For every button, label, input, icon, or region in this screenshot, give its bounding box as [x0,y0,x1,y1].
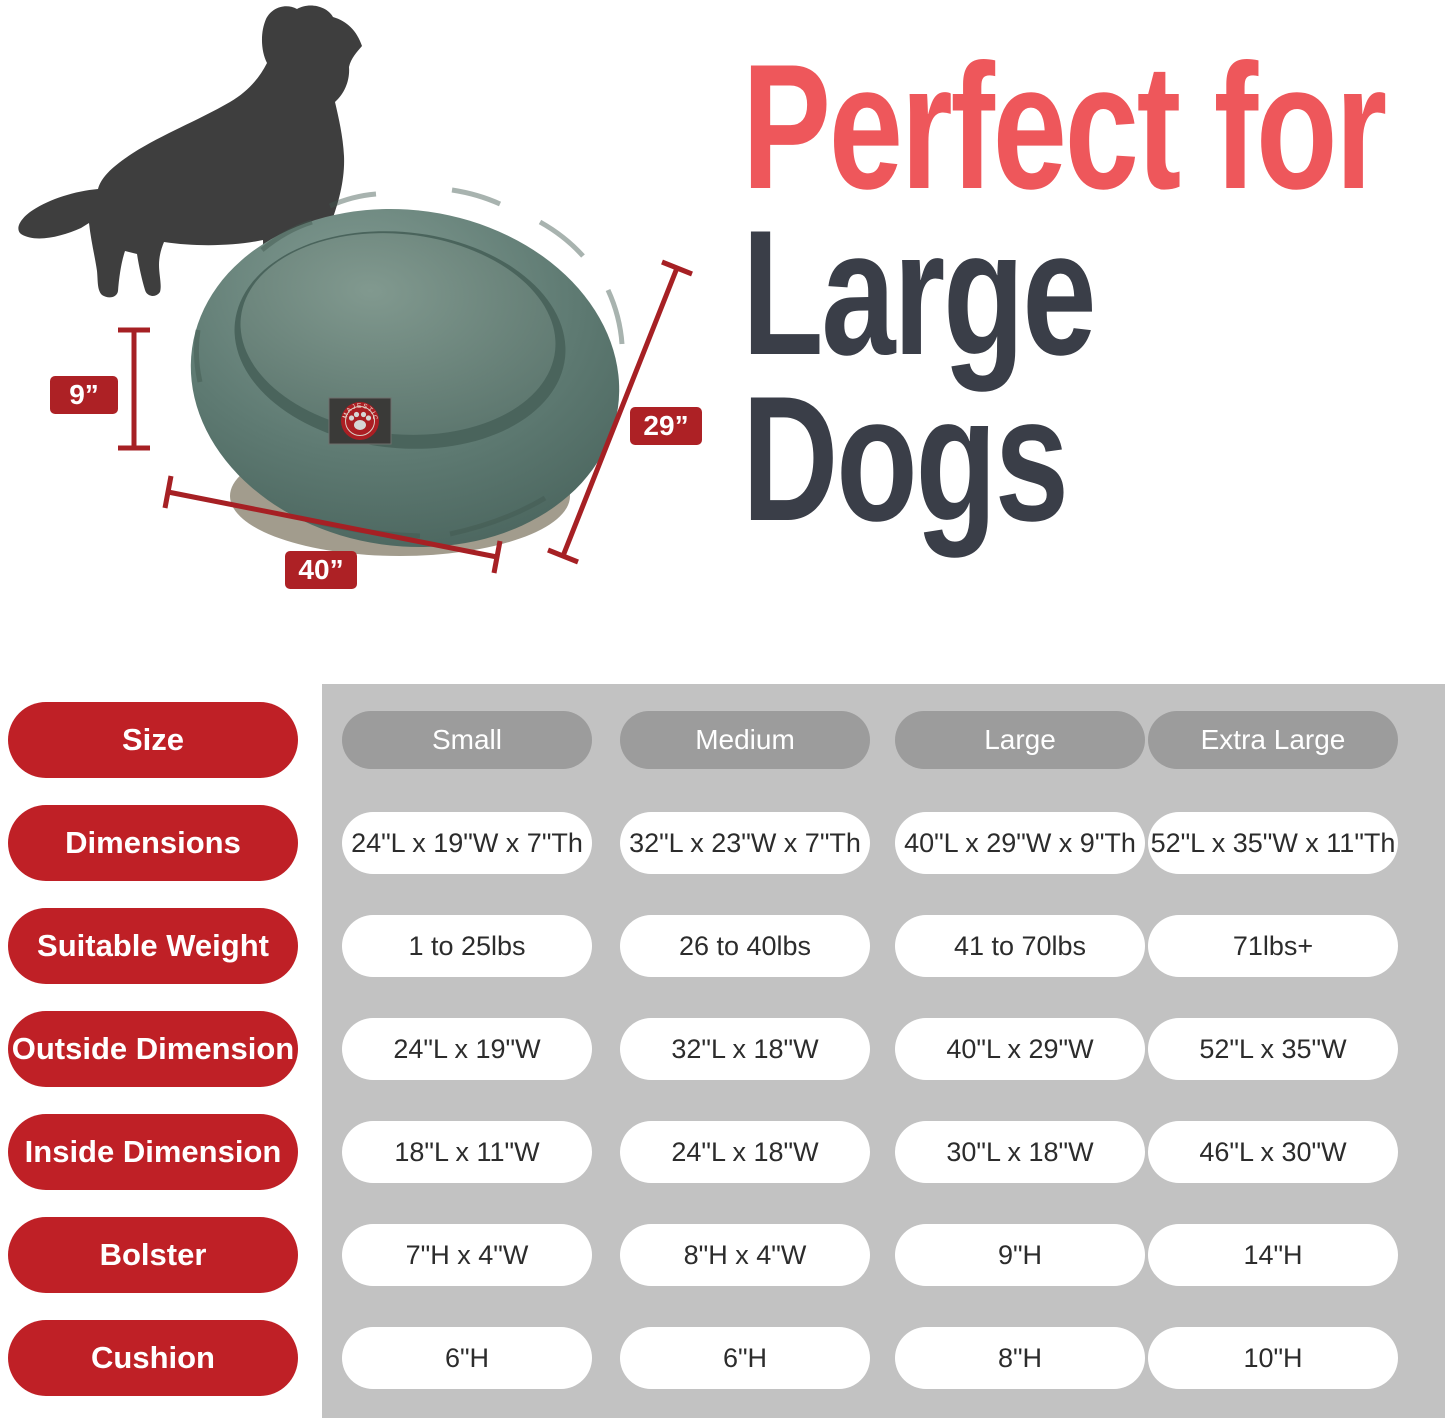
paw-icon [348,411,372,430]
cell-dimensions-medium: 32"L x 23"W x 7"Th [620,812,870,874]
row-label-bolster: Bolster [8,1217,298,1293]
row-label-size: Size [8,702,298,778]
cell-weight-xlarge: 71lbs+ [1148,915,1398,977]
cell-cushion-large: 8"H [895,1327,1145,1389]
row-label-dimensions: Dimensions [8,805,298,881]
row-label-cushion: Cushion [8,1320,298,1396]
column-header-large: Large [895,711,1145,769]
cell-dimensions-small: 24"L x 19"W x 7"Th [342,812,592,874]
cell-bolster-large: 9"H [895,1224,1145,1286]
cell-outside-xlarge: 52"L x 35"W [1148,1018,1398,1080]
column-header-extra-large: Extra Large [1148,711,1398,769]
cell-dimensions-large: 40"L x 29"W x 9"Th [895,812,1145,874]
height-label: 9” [69,379,99,410]
dimension-labels: 9” 29” 40” [50,376,702,589]
cell-inside-medium: 24"L x 18"W [620,1121,870,1183]
cell-cushion-small: 6"H [342,1327,592,1389]
brand-tag: MAJESTIC PET [326,393,392,445]
dimension-lines [118,259,693,574]
row-label-inside-dimension: Inside Dimension [8,1114,298,1190]
cell-cushion-medium: 6"H [620,1327,870,1389]
dog-bed-diagram: MAJESTIC PET [18,5,702,589]
headline-perfect-for: Perfect for [742,27,1387,226]
cell-weight-large: 41 to 70lbs [895,915,1145,977]
length-label: 40” [298,554,343,585]
cell-bolster-medium: 8"H x 4"W [620,1224,870,1286]
headline-dogs: Dogs [742,359,1069,558]
cell-outside-large: 40"L x 29"W [895,1018,1145,1080]
row-label-outside-dimension: Outside Dimension [8,1011,298,1087]
cell-inside-small: 18"L x 11"W [342,1121,592,1183]
cell-cushion-xlarge: 10"H [1148,1327,1398,1389]
width-label: 29” [643,410,688,441]
dog-bed: MAJESTIC PET [190,187,625,556]
cell-dimensions-xlarge: 52"L x 35"W x 11"Th [1148,812,1398,874]
cell-outside-small: 24"L x 19"W [342,1018,592,1080]
cell-inside-large: 30"L x 18"W [895,1121,1145,1183]
cell-bolster-xlarge: 14"H [1148,1224,1398,1286]
cell-outside-medium: 32"L x 18"W [620,1018,870,1080]
column-header-medium: Medium [620,711,870,769]
width-label-box [630,407,702,445]
dog-silhouette [18,5,362,298]
cell-inside-xlarge: 46"L x 30"W [1148,1121,1398,1183]
cell-bolster-small: 7"H x 4"W [342,1224,592,1286]
height-label-box [50,376,118,414]
headline-large: Large [742,193,1097,392]
cell-weight-medium: 26 to 40lbs [620,915,870,977]
row-label-suitable-weight: Suitable Weight [8,908,298,984]
cell-weight-small: 1 to 25lbs [342,915,592,977]
column-header-small: Small [342,711,592,769]
bed-cushion [240,233,556,435]
length-label-box [285,551,357,589]
